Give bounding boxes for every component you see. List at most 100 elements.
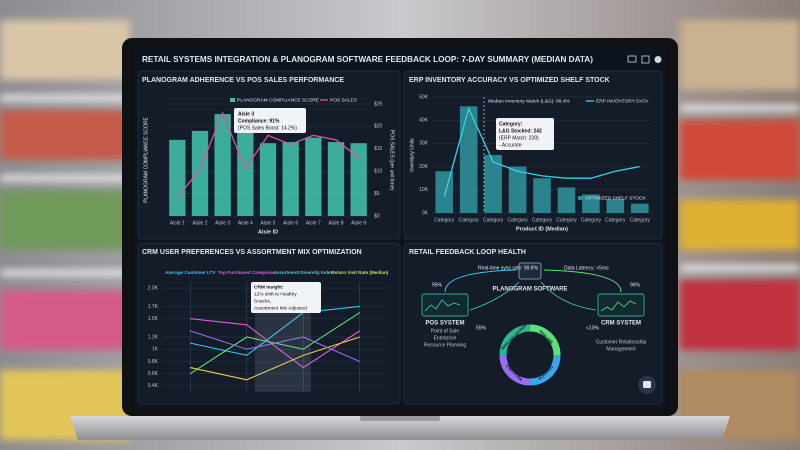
y-tick-label: 0.6K xyxy=(148,371,159,377)
y2-tick-label: $0 xyxy=(374,213,380,219)
connector xyxy=(540,281,597,311)
y-tick-label: 1.5K xyxy=(148,316,159,322)
node-sublabel: Enterprise xyxy=(434,335,457,341)
node-sublabel: Resource Planning xyxy=(424,342,466,348)
link-rate: 96% xyxy=(630,282,641,288)
x-tick-label: Category xyxy=(556,217,577,223)
laptop-notch xyxy=(360,416,440,421)
y2-tick-label: $5 xyxy=(374,191,380,197)
monitor-icon[interactable] xyxy=(627,55,637,63)
reference-label: Median Inventory Match (L&G): 98.4% xyxy=(488,98,570,104)
panel xyxy=(137,242,401,405)
node-sublabel: Management xyxy=(606,346,636,352)
callout-text: Assortment Mix Adjusted xyxy=(254,305,307,311)
legend-label: PLANOGRAM COMPLIANCE SCORE xyxy=(237,97,319,103)
dashboard-title: RETAIL SYSTEMS INTEGRATION & PLANOGRAM S… xyxy=(142,55,593,64)
bar xyxy=(582,194,600,213)
bar xyxy=(191,130,209,216)
x-tick-label: Aisle 4 xyxy=(238,220,253,226)
node-label: PLANOGRAM SOFTWARE xyxy=(493,287,568,293)
panel xyxy=(403,242,663,405)
y-tick-label: 30K xyxy=(419,141,429,147)
y-tick-label: 1.7K xyxy=(148,304,159,310)
x-tick-label: Aisle 5 xyxy=(260,220,275,226)
y-tick-label: 0.4K xyxy=(148,383,159,389)
callout-text: (ERP Match: 239) xyxy=(499,135,539,141)
sparkline xyxy=(424,299,461,312)
x-tick-label: Category xyxy=(459,217,480,223)
x-tick-label: Aisle 3 xyxy=(215,220,230,226)
sparkline xyxy=(600,300,637,312)
node-sublabel: Customer Relationship xyxy=(596,339,647,345)
bar xyxy=(533,178,551,213)
callout-text: CRM Insight: xyxy=(254,284,284,290)
x-tick-label: Category xyxy=(507,217,528,223)
x-tick-label: Aisle 6 xyxy=(283,220,298,226)
help-icon[interactable] xyxy=(654,56,662,63)
x-tick-label: Category xyxy=(532,217,553,223)
bar xyxy=(282,142,299,216)
latency: Data Latency: <5ms xyxy=(564,265,609,271)
node-label: CRM SYSTEM xyxy=(601,321,641,327)
dimension-label: Top Purchased Categories xyxy=(218,270,276,275)
bar xyxy=(459,106,478,213)
y-tick-label: 1.2K xyxy=(148,334,159,340)
callout-text: Aisle 3 xyxy=(238,111,254,117)
panel-title: ERP INVENTORY ACCURACY VS OPTIMIZED SHEL… xyxy=(409,77,610,84)
callout xyxy=(496,118,554,150)
bar xyxy=(327,142,345,216)
y-tick-label: 1K xyxy=(152,347,159,353)
link-rate: 95% xyxy=(432,282,443,288)
sync-rate: Real-time sync rate: 99.8% xyxy=(478,265,539,271)
link-rate: 55% xyxy=(476,325,487,331)
series-line xyxy=(190,305,360,356)
callout-text: Category: xyxy=(499,121,523,127)
legend-label: POS SALES xyxy=(330,97,357,103)
x-axis-title: Aisle ID xyxy=(258,229,278,235)
y-tick-label: 2.0K xyxy=(148,285,159,291)
callout-text: - Accurate xyxy=(499,142,522,148)
legend-swatch xyxy=(578,196,583,200)
legend-swatch xyxy=(230,98,235,102)
callout-text: 12% shift to Healthy xyxy=(254,291,297,297)
bar xyxy=(606,199,625,213)
shelves xyxy=(0,20,800,440)
x-tick-label: Aisle 8 xyxy=(328,220,343,226)
y-tick-label: 0K xyxy=(422,210,429,216)
bar xyxy=(508,166,527,213)
bar xyxy=(305,137,322,216)
bar xyxy=(630,203,649,213)
x-axis-title: Product ID (Median) xyxy=(516,226,568,232)
laptop-base xyxy=(70,416,730,440)
series-line xyxy=(176,111,360,199)
y2-tick-label: $20 xyxy=(374,124,383,130)
node-sublabel: Point of Sale xyxy=(431,328,460,334)
cycle-arc xyxy=(529,324,561,356)
pos-node xyxy=(421,293,469,317)
cycle-arc xyxy=(499,324,531,356)
cycle-arc xyxy=(529,354,561,386)
y-tick-label: 10K xyxy=(419,187,429,193)
dimension-label: Assortment Diversity Index xyxy=(274,270,334,275)
x-tick-label: Aisle 2 xyxy=(192,220,207,226)
dimension-label: Return Visit Rate (Median) xyxy=(331,270,389,275)
callout-text: Compliance: 91% xyxy=(238,118,280,124)
callout xyxy=(234,108,306,133)
bar xyxy=(214,114,231,216)
bar xyxy=(557,187,576,213)
export-icon[interactable] xyxy=(641,55,650,64)
bar xyxy=(259,143,277,216)
y-tick-label: 40K xyxy=(419,118,429,124)
x-tick-label: Category xyxy=(581,217,602,223)
connector xyxy=(444,269,517,293)
bar xyxy=(435,171,454,213)
chat-icon xyxy=(643,381,651,388)
legend-label: OPTIMIZED SHELF STOCK xyxy=(585,195,646,201)
y-tick-label: 0.8K xyxy=(148,359,159,365)
y2-axis-title: POS SALES (per unit time) xyxy=(389,130,395,191)
y2-tick-label: $25 xyxy=(374,101,383,107)
x-tick-label: Aisle 9 xyxy=(351,220,366,226)
x-tick-label: Category xyxy=(630,217,651,223)
bar xyxy=(484,155,502,213)
